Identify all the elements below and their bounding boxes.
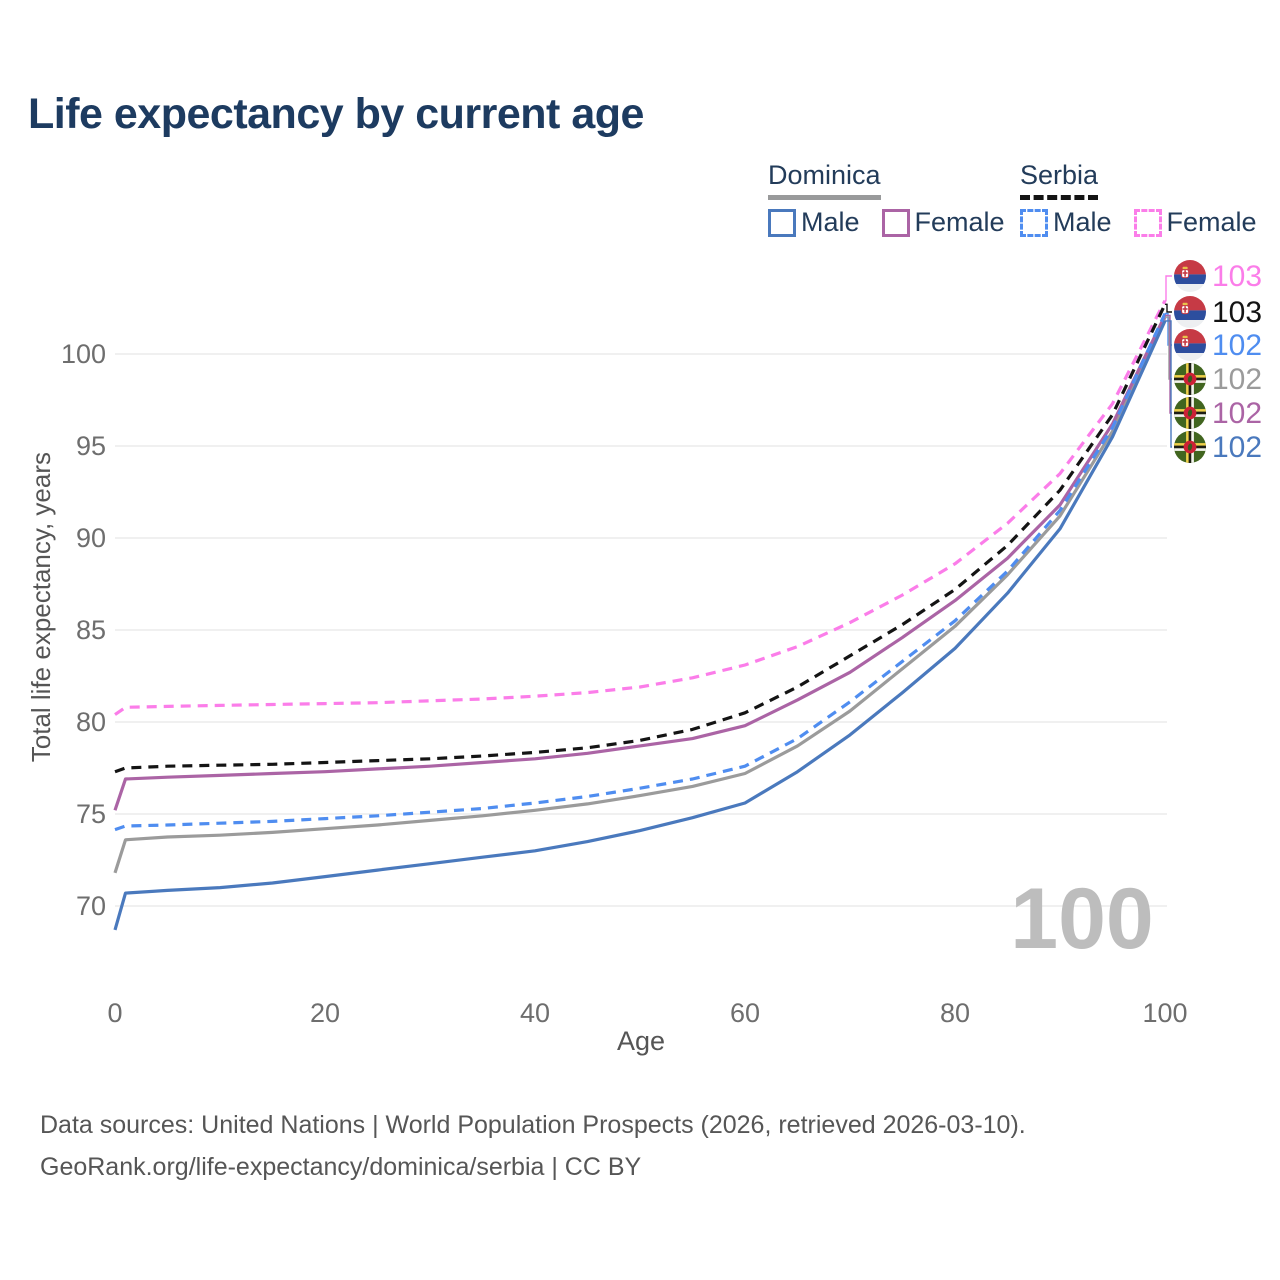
series-line-serbia-female[interactable] <box>114 299 1167 716</box>
end-label-value-serbia-total: 103 <box>1212 296 1262 329</box>
legend-item-serbia-female[interactable]: Female <box>1133 207 1257 238</box>
legend-row-serbia: Male Female <box>1020 207 1257 238</box>
series-line-dominica-total[interactable] <box>113 316 1167 874</box>
end-label-value-dominica-male: 102 <box>1212 431 1262 464</box>
dominica-male-swatch-icon <box>768 208 796 237</box>
footer-attribution: GeoRank.org/life-expectancy/dominica/ser… <box>40 1153 642 1181</box>
x-tick-label-80: 80 <box>940 998 970 1028</box>
y-tick-label-90: 90 <box>76 523 106 553</box>
y-tick-label-100: 100 <box>61 339 106 369</box>
legend-label-serbia-male: Male <box>1053 207 1112 237</box>
x-tick-label-0: 0 <box>107 998 122 1028</box>
end-label-connector-serbia-total <box>1165 303 1172 313</box>
y-tick-label-95: 95 <box>76 431 106 461</box>
series-line-dominica-female[interactable] <box>113 314 1167 811</box>
series-line-serbia-male[interactable] <box>114 312 1167 832</box>
end-label-value-serbia-male: 102 <box>1212 329 1262 362</box>
legend-item-dominica-female[interactable]: Female <box>881 207 1005 238</box>
legend-group-serbia: Serbia Male Female <box>1020 160 1257 238</box>
x-tick-label-20: 20 <box>310 998 340 1028</box>
y-tick-label-85: 85 <box>76 615 106 645</box>
end-label-connector-serbia-female <box>1165 275 1172 302</box>
legend-group-label-dominica[interactable]: Dominica <box>768 160 881 200</box>
legend-item-dominica-male[interactable]: Male <box>768 207 860 238</box>
end-label-value-serbia-female: 103 <box>1212 260 1262 293</box>
y-tick-label-70: 70 <box>76 891 106 921</box>
legend-item-serbia-male[interactable]: Male <box>1020 207 1112 238</box>
serbia-flag-icon <box>1174 296 1206 328</box>
legend-label-dominica-female: Female <box>914 207 1005 237</box>
footer: Data sources: United Nations | World Pop… <box>40 1104 1026 1188</box>
legend-group-label-serbia[interactable]: Serbia <box>1020 160 1099 200</box>
dominica-flag-icon <box>1174 431 1206 463</box>
end-label-connector-dominica-male <box>1165 320 1172 448</box>
legend-label-dominica-male: Male <box>801 207 860 237</box>
y-tick-label-75: 75 <box>76 799 106 829</box>
legend-group-dominica: Dominica Male Female <box>768 160 1005 238</box>
page-title: Life expectancy by current age <box>28 90 644 138</box>
serbia-flag-icon <box>1174 260 1206 292</box>
series-line-serbia-total[interactable] <box>114 303 1167 774</box>
x-tick-label-40: 40 <box>520 998 550 1028</box>
end-label-value-dominica-female: 102 <box>1212 397 1262 430</box>
dominica-female-swatch-icon <box>881 208 910 237</box>
x-axis-title: Age <box>617 1026 665 1056</box>
age-watermark: 100 <box>1010 871 1154 967</box>
end-label-value-dominica-total: 102 <box>1212 363 1262 396</box>
legend-row-dominica: Male Female <box>768 207 1005 238</box>
serbia-female-swatch-icon <box>1133 208 1162 237</box>
y-tick-label-80: 80 <box>76 707 106 737</box>
x-tick-label-60: 60 <box>730 998 760 1028</box>
x-tick-label-100: 100 <box>1142 998 1187 1028</box>
series-line-dominica-male[interactable] <box>113 320 1167 931</box>
dominica-flag-icon <box>1174 363 1206 395</box>
footer-data-sources: Data sources: United Nations | World Pop… <box>40 1111 1026 1139</box>
serbia-flag-icon <box>1174 329 1206 361</box>
legend-label-serbia-female: Female <box>1166 207 1257 237</box>
serbia-male-swatch-icon <box>1020 208 1048 237</box>
dominica-flag-icon <box>1174 397 1206 429</box>
